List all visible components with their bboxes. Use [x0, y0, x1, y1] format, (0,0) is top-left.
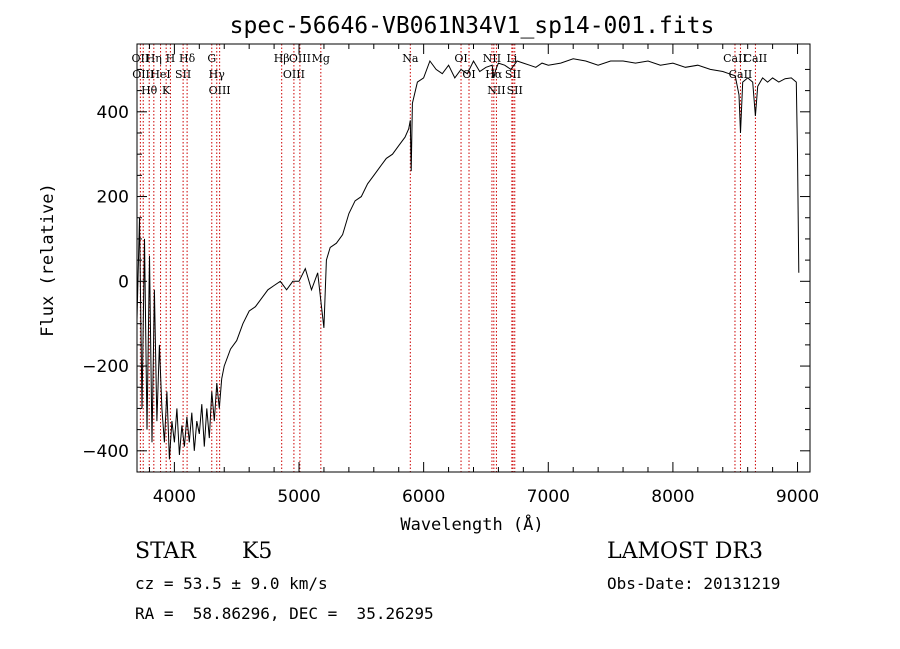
line-label-sii: SII [507, 84, 523, 97]
line-label-hγ: Hγ [209, 68, 226, 81]
x-tick-label: 4000 [153, 487, 196, 507]
line-label-h: H [166, 52, 176, 65]
y-axis-label: Flux (relative) [38, 183, 58, 337]
y-tick-label: 0 [118, 272, 129, 292]
line-label-oiii: OIII [209, 84, 231, 97]
line-label-na: Na [402, 52, 419, 65]
line-label-hη: Hη [146, 52, 162, 65]
x-axis-label: Wavelength (Å) [400, 513, 543, 535]
line-label-oi: OI [462, 68, 475, 81]
line-label-oi: OI [454, 52, 467, 65]
flux-series-line [136, 58, 800, 460]
line-label-li: Li [506, 52, 517, 65]
chart-title: spec-56646-VB061N34V1_sp14-001.fits [230, 13, 715, 39]
line-label-caii: CaII [744, 52, 768, 65]
x-tick-label: 9000 [776, 487, 819, 507]
x-tick-label: 5000 [277, 487, 320, 507]
object-subclass: K5 [242, 539, 273, 564]
plot-frame [136, 43, 811, 473]
x-tick-label: 8000 [651, 487, 694, 507]
line-label-hα: Hα [485, 68, 503, 81]
line-label-oiii: OIII [283, 68, 305, 81]
line-label-nii: NII [483, 52, 501, 65]
y-tick-label: 200 [97, 188, 129, 208]
line-label-sii: SII [505, 68, 521, 81]
x-axis: 4000 5000 6000 7000 8000 9000 [148, 44, 819, 507]
line-label-nii: NII [487, 84, 505, 97]
redshift-readout: cz = 53.5 ± 9.0 km/s [135, 574, 328, 593]
line-label-hθ: Hθ [141, 84, 158, 97]
line-label-hβ: Hβ [274, 52, 290, 65]
line-label-oiii: OIII [132, 68, 154, 81]
line-label-oiii: OIII [289, 52, 311, 65]
line-label-hei: HeI [150, 68, 170, 81]
line-label-k: K [162, 84, 171, 97]
y-tick-label: −400 [82, 442, 129, 462]
line-label-g: G [207, 52, 216, 65]
y-tick-label: 400 [97, 103, 129, 123]
line-label-sii: SII [175, 68, 191, 81]
line-label-caii: CaII [729, 68, 753, 81]
line-label-oii: OII [132, 52, 150, 65]
y-axis: −400 −200 0 200 400 [82, 68, 810, 462]
x-tick-label: 7000 [527, 487, 570, 507]
object-class: STAR [135, 539, 196, 564]
survey-name: LAMOST DR3 [607, 539, 763, 564]
x-tick-label: 6000 [402, 487, 445, 507]
coordinates-readout: RA = 58.86296, DEC = 35.26295 [135, 604, 434, 623]
line-label-mg: Mg [312, 52, 330, 65]
line-label-hδ: Hδ [179, 52, 196, 65]
line-label-caii: CaII [723, 52, 747, 65]
line-annotation-markers [139, 44, 756, 472]
y-tick-label: −200 [82, 357, 129, 377]
observation-date: Obs-Date: 20131219 [607, 574, 781, 593]
